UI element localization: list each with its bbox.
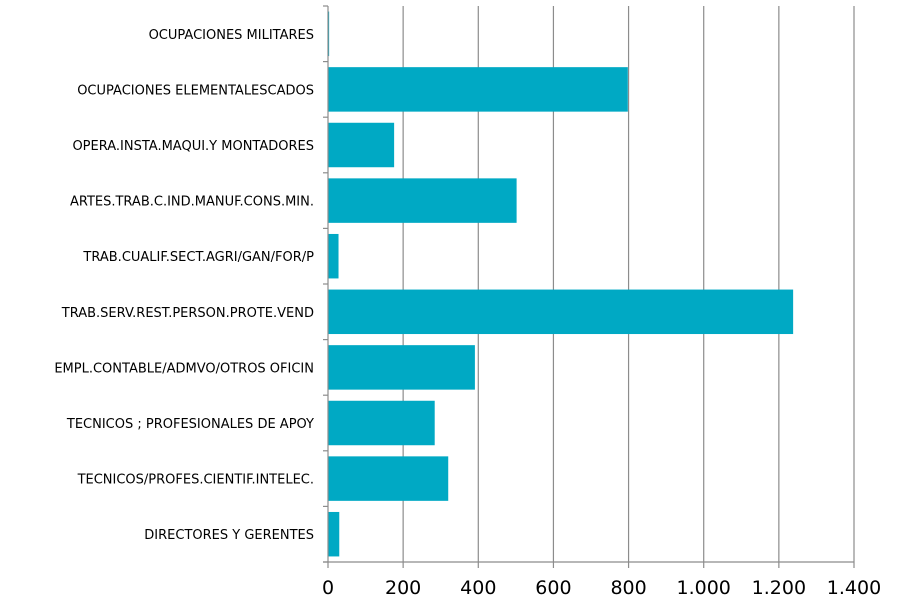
category-label-9: DIRECTORES Y GERENTES xyxy=(144,528,314,543)
category-label-2: OPERA.INSTA.MAQUI.Y MONTADORES xyxy=(72,139,314,154)
category-labels: OCUPACIONES MILITARES OCUPACIONES ELEMENT… xyxy=(54,28,314,543)
bar-1 xyxy=(328,67,628,112)
bar-9 xyxy=(328,511,340,557)
x-tick-label-6: 1.200 xyxy=(752,577,806,599)
category-label-5: TRAB.SERV.REST.PERSON.PROTE.VEND xyxy=(61,306,314,321)
category-label-4: TRAB.CUALIF.SECT.AGRI/GAN/FOR/P xyxy=(82,250,314,265)
bar-6 xyxy=(328,345,475,390)
category-label-7: TECNICOS ; PROFESIONALES DE APOY xyxy=(66,417,314,432)
category-label-3: ARTES.TRAB.C.IND.MANUF.CONS.MIN. xyxy=(70,195,314,210)
bar-7 xyxy=(328,400,435,446)
x-tick-label-0: 0 xyxy=(322,577,334,599)
category-label-1: OCUPACIONES ELEMENTALESCADOS xyxy=(77,83,314,98)
x-tick-label-1: 200 xyxy=(385,577,421,599)
bar-4 xyxy=(328,233,339,279)
category-label-8: TECNICOS/PROFES.CIENTIF.INTELEC. xyxy=(77,473,314,488)
category-label-6: EMPL.CONTABLE/ADMVO/OTROS OFICIN xyxy=(54,361,314,376)
x-tick-label-4: 800 xyxy=(610,577,646,599)
bar-2 xyxy=(328,122,395,168)
bar-8 xyxy=(328,456,449,501)
bar-5 xyxy=(328,289,794,335)
x-tick-label-3: 600 xyxy=(535,577,571,599)
x-tick-label-5: 1.000 xyxy=(677,577,731,599)
axes xyxy=(323,5,855,568)
category-label-0: OCUPACIONES MILITARES xyxy=(149,28,314,43)
bar-3 xyxy=(328,178,517,223)
x-tick-labels: 0 200 400 600 800 1.000 1.200 1.400 xyxy=(322,577,881,599)
x-tick-label-7: 1.400 xyxy=(827,577,881,599)
x-tick-label-2: 400 xyxy=(460,577,496,599)
bars xyxy=(328,11,794,557)
